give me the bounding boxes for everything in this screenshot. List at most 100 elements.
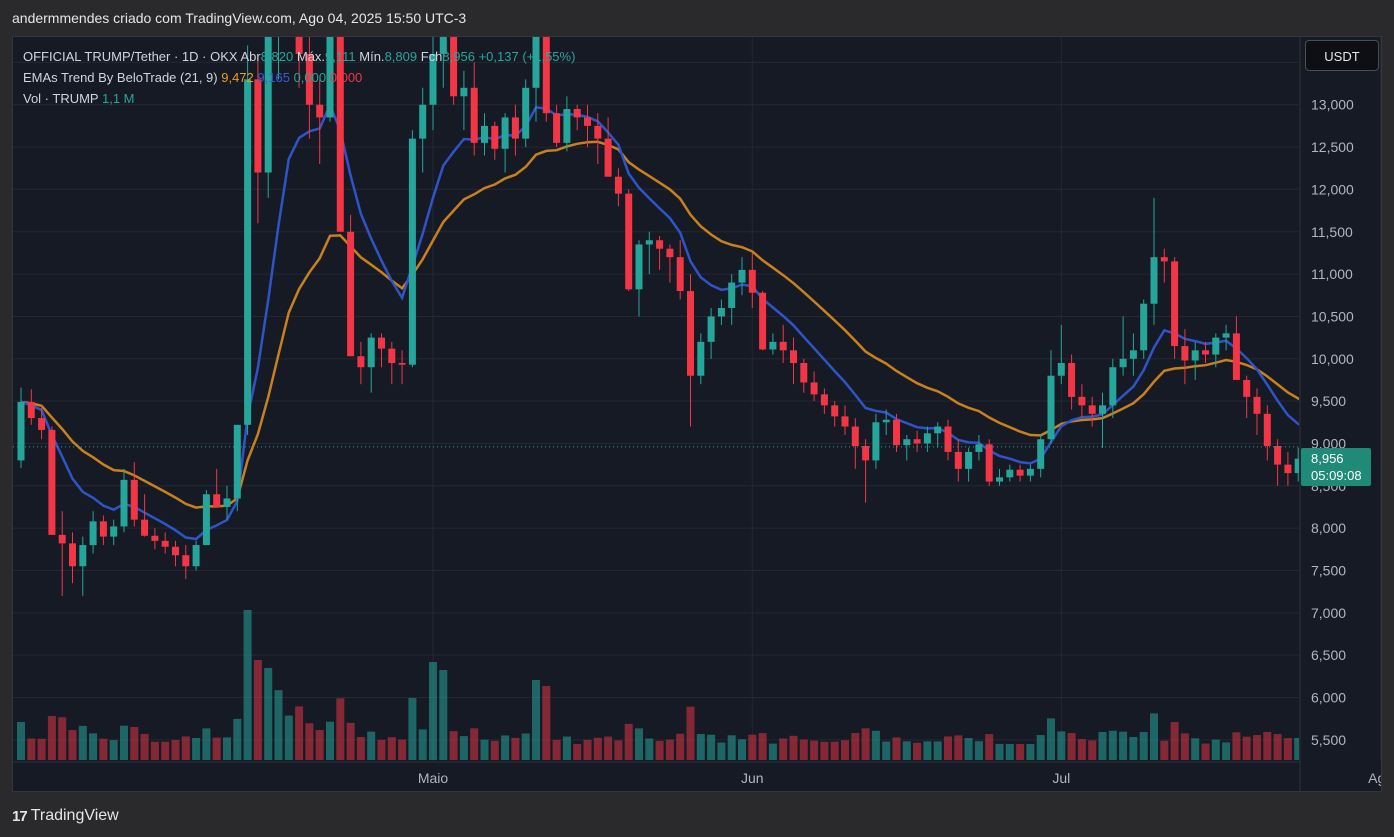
volume-bar: [645, 738, 654, 760]
volume-bar: [1283, 738, 1292, 760]
volume-bar: [820, 741, 829, 760]
candle-body: [923, 433, 931, 444]
candle-body: [27, 401, 35, 419]
y-tick-label: 9,500: [1311, 393, 1346, 409]
volume-bar: [99, 738, 108, 760]
volume-bar: [140, 733, 149, 760]
candle-body: [851, 426, 859, 446]
volume-bar: [253, 660, 262, 760]
candle-body: [810, 382, 818, 395]
candle-body: [1129, 350, 1137, 359]
candle-body: [233, 424, 241, 499]
volume-bar: [1057, 731, 1066, 760]
candle-body: [1026, 468, 1034, 476]
y-tick-label: 10,500: [1311, 308, 1354, 324]
y-tick-label: 7,500: [1311, 562, 1346, 578]
candle-body: [1222, 333, 1230, 338]
candle-body: [295, 37, 303, 54]
volume-bar: [779, 738, 788, 760]
candle-body: [439, 37, 447, 54]
volume-bar: [1211, 739, 1220, 760]
volume-bar: [1273, 734, 1282, 760]
volume-bar: [593, 737, 602, 760]
volume-bar: [810, 740, 819, 760]
volume-bar: [717, 742, 726, 760]
volume-bar: [315, 730, 324, 760]
volume-bar: [913, 742, 922, 760]
volume-indicator-name[interactable]: Vol · TRUMP: [23, 91, 99, 106]
ema-value-2: 9,165: [257, 70, 290, 85]
candle-body: [831, 405, 839, 417]
chart-legend: OFFICIAL TRUMP/Tether · 1D · OKX Abr8,82…: [23, 46, 575, 109]
volume-bar: [768, 743, 777, 760]
volume-bar: [1119, 731, 1128, 760]
currency-button[interactable]: USDT: [1305, 40, 1379, 71]
candle-body: [79, 545, 87, 567]
candle-body: [656, 240, 664, 249]
volume-bar: [284, 715, 293, 760]
volume-bar: [511, 737, 520, 760]
y-tick-label: 9,000: [1311, 435, 1346, 451]
candle-body: [862, 445, 870, 461]
candle-body: [965, 451, 973, 469]
candle-body: [130, 479, 138, 520]
volume-bar: [861, 728, 870, 760]
volume-bar: [789, 735, 798, 760]
ema-value-1: 9,472: [221, 70, 254, 85]
price-chart[interactable]: 13,50013,00012,50012,00011,50011,00010,5…: [13, 37, 1381, 791]
volume-bar: [830, 741, 839, 760]
candle-body: [244, 79, 252, 425]
volume-bar: [532, 680, 540, 760]
candle-body: [99, 521, 107, 537]
volume-bar: [995, 743, 1004, 760]
candle-body: [985, 444, 993, 482]
candle-body: [790, 350, 797, 364]
candle-body: [336, 37, 344, 232]
symbol-row[interactable]: OFFICIAL TRUMP/Tether · 1D · OKX Abr8,82…: [23, 46, 575, 67]
volume-bar: [655, 740, 664, 760]
candle-body: [17, 401, 25, 461]
candle-body: [491, 125, 499, 149]
y-tick-label: 8,000: [1311, 520, 1346, 536]
ema-indicator-name[interactable]: EMAs Trend By BeloTrade (21, 9): [23, 70, 218, 85]
y-tick-label: 6,500: [1311, 647, 1346, 663]
volume-bar: [429, 662, 437, 760]
volume-bar: [696, 734, 705, 760]
candle-body: [1016, 469, 1024, 476]
volume-bar: [78, 725, 87, 760]
candle-body: [1150, 257, 1158, 304]
candle-body: [707, 316, 715, 342]
volume-bar: [624, 723, 633, 760]
candle-body: [192, 545, 200, 567]
symbol-name[interactable]: OFFICIAL TRUMP/Tether · 1D · OKX: [23, 49, 238, 64]
ema-row[interactable]: EMAs Trend By BeloTrade (21, 9) 9,472 9,…: [23, 67, 575, 88]
candle-body: [1099, 405, 1106, 414]
candle-body: [1253, 396, 1261, 414]
volume-value: 1,1 M: [102, 91, 135, 106]
candle-body: [903, 439, 911, 446]
chart-attribution: andermmendes criado com TradingView.com,…: [12, 10, 467, 26]
candle-body: [501, 117, 509, 149]
volume-bar: [501, 735, 510, 760]
high-value: 9,111: [325, 49, 356, 64]
candle-body: [1037, 439, 1045, 469]
candle-body: [934, 426, 942, 434]
candle-body: [913, 439, 921, 444]
candle-body: [1119, 358, 1127, 368]
volume-bar: [202, 728, 211, 760]
candle-body: [1068, 363, 1076, 397]
candle-body: [110, 526, 118, 537]
volume-bar: [68, 730, 77, 760]
y-tick-label: 13,000: [1311, 97, 1354, 113]
candle-body: [1294, 458, 1299, 474]
volume-bar: [738, 739, 746, 760]
volume-bar: [727, 735, 736, 760]
volume-bar: [233, 718, 242, 760]
candle-body: [1171, 261, 1179, 347]
x-tick-label: Jul: [1052, 770, 1070, 786]
candle-body: [316, 104, 324, 118]
candle-body: [1263, 413, 1271, 446]
volume-row[interactable]: Vol · TRUMP 1,1 M: [23, 88, 575, 109]
volume-bar: [89, 733, 98, 760]
chart-panel[interactable]: 13,50013,00012,50012,00011,50011,00010,5…: [12, 36, 1382, 792]
